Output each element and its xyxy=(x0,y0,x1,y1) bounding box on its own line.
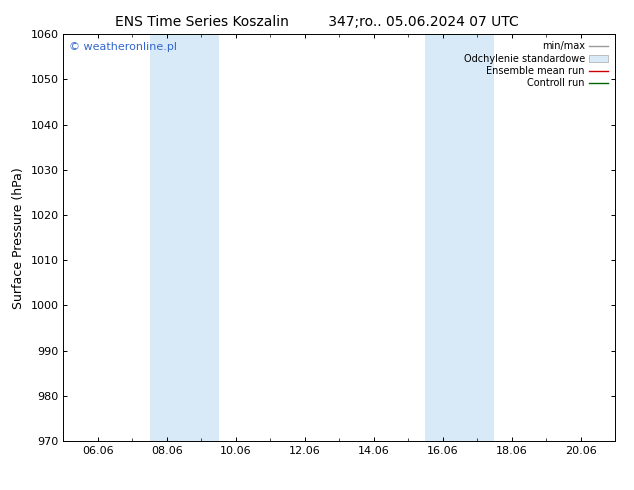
Text: ENS Time Series Koszalin         347;ro.. 05.06.2024 07 UTC: ENS Time Series Koszalin 347;ro.. 05.06.… xyxy=(115,15,519,29)
Text: © weatheronline.pl: © weatheronline.pl xyxy=(69,43,177,52)
Bar xyxy=(150,34,219,441)
Legend: min/max, Odchylenie standardowe, Ensemble mean run, Controll run: min/max, Odchylenie standardowe, Ensembl… xyxy=(462,39,610,90)
Bar xyxy=(425,34,495,441)
Y-axis label: Surface Pressure (hPa): Surface Pressure (hPa) xyxy=(12,167,25,309)
